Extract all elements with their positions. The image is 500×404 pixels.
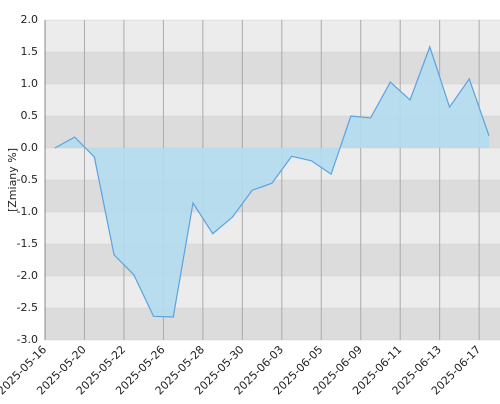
y-tick-label: 1.5	[21, 45, 39, 58]
grid-band	[45, 308, 500, 340]
y-tick-label: -1.5	[17, 237, 38, 250]
grid-band	[45, 276, 500, 308]
y-tick-label: -3.0	[17, 333, 38, 346]
y-tick-label: 0.0	[21, 141, 39, 154]
y-tick-label: -2.0	[17, 269, 38, 282]
area	[54, 46, 489, 317]
y-tick-label: 1.0	[21, 77, 39, 90]
grid-band	[45, 20, 500, 52]
y-tick-label: -0.5	[17, 173, 38, 186]
y-tick-label: -1.0	[17, 205, 38, 218]
y-tick-label: -2.5	[17, 301, 38, 314]
line	[54, 45, 490, 318]
y-tick-label: 0.5	[21, 109, 39, 122]
y-axis-label: [Zmiany %]	[6, 148, 19, 212]
y-tick-label: 2.0	[21, 13, 39, 26]
